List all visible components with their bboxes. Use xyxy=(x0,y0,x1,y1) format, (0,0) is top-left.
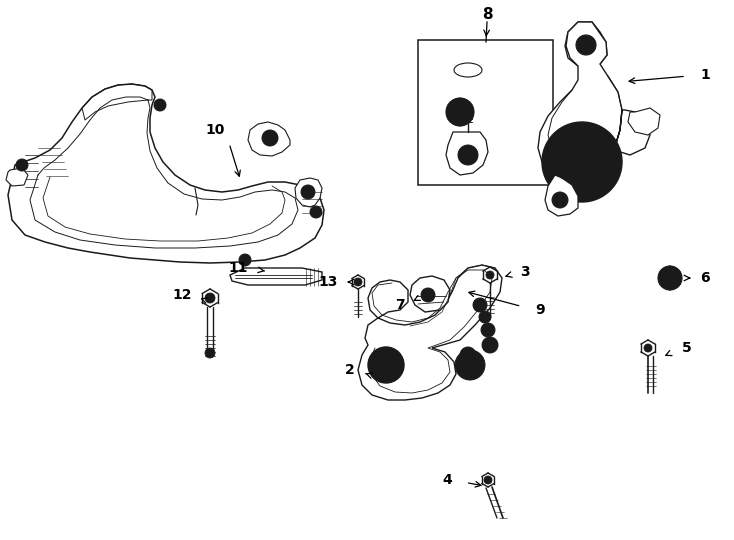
Circle shape xyxy=(266,134,274,142)
Text: 5: 5 xyxy=(682,341,691,355)
Polygon shape xyxy=(565,22,607,68)
Circle shape xyxy=(560,145,568,153)
Text: 9: 9 xyxy=(535,303,545,317)
Circle shape xyxy=(479,311,491,323)
Circle shape xyxy=(262,130,278,146)
Circle shape xyxy=(452,104,468,120)
Circle shape xyxy=(542,122,622,202)
Circle shape xyxy=(354,278,362,286)
Text: 13: 13 xyxy=(319,275,338,289)
Polygon shape xyxy=(410,276,450,312)
Circle shape xyxy=(310,206,322,218)
Circle shape xyxy=(205,348,215,358)
Bar xyxy=(418,40,553,185)
Text: 6: 6 xyxy=(700,271,710,285)
Circle shape xyxy=(484,476,492,484)
Circle shape xyxy=(16,159,28,171)
Polygon shape xyxy=(230,268,322,285)
Text: 3: 3 xyxy=(520,265,530,279)
Circle shape xyxy=(560,171,568,179)
Circle shape xyxy=(581,40,591,50)
Circle shape xyxy=(381,360,391,370)
Circle shape xyxy=(460,347,476,363)
Circle shape xyxy=(446,98,474,126)
Circle shape xyxy=(421,288,435,302)
Polygon shape xyxy=(8,84,324,263)
Circle shape xyxy=(458,145,478,165)
Circle shape xyxy=(576,35,596,55)
Circle shape xyxy=(644,344,652,352)
Text: 12: 12 xyxy=(172,288,192,302)
Circle shape xyxy=(473,298,487,312)
Polygon shape xyxy=(628,108,660,135)
Circle shape xyxy=(154,99,166,111)
Circle shape xyxy=(239,254,251,266)
Circle shape xyxy=(566,146,598,178)
Circle shape xyxy=(301,185,315,199)
Circle shape xyxy=(658,266,682,290)
Circle shape xyxy=(205,293,215,303)
Circle shape xyxy=(600,158,608,166)
Circle shape xyxy=(663,271,677,285)
Text: 2: 2 xyxy=(345,363,355,377)
Text: 8: 8 xyxy=(482,7,493,22)
Circle shape xyxy=(376,355,396,375)
Polygon shape xyxy=(358,265,502,400)
Circle shape xyxy=(482,337,498,353)
Polygon shape xyxy=(446,132,488,175)
Text: 11: 11 xyxy=(228,261,248,275)
Text: 1: 1 xyxy=(700,68,710,82)
Polygon shape xyxy=(538,22,650,180)
Text: 10: 10 xyxy=(206,123,225,137)
Polygon shape xyxy=(248,122,290,156)
Polygon shape xyxy=(295,178,322,207)
Circle shape xyxy=(455,350,485,380)
Polygon shape xyxy=(545,175,578,216)
Circle shape xyxy=(486,271,494,279)
Circle shape xyxy=(481,323,495,337)
Circle shape xyxy=(585,179,593,187)
Circle shape xyxy=(552,132,612,192)
Circle shape xyxy=(368,347,404,383)
Text: 4: 4 xyxy=(443,473,452,487)
Circle shape xyxy=(585,137,593,145)
Text: 7: 7 xyxy=(396,298,405,312)
Polygon shape xyxy=(6,168,28,186)
Circle shape xyxy=(264,132,276,144)
Circle shape xyxy=(552,192,568,208)
